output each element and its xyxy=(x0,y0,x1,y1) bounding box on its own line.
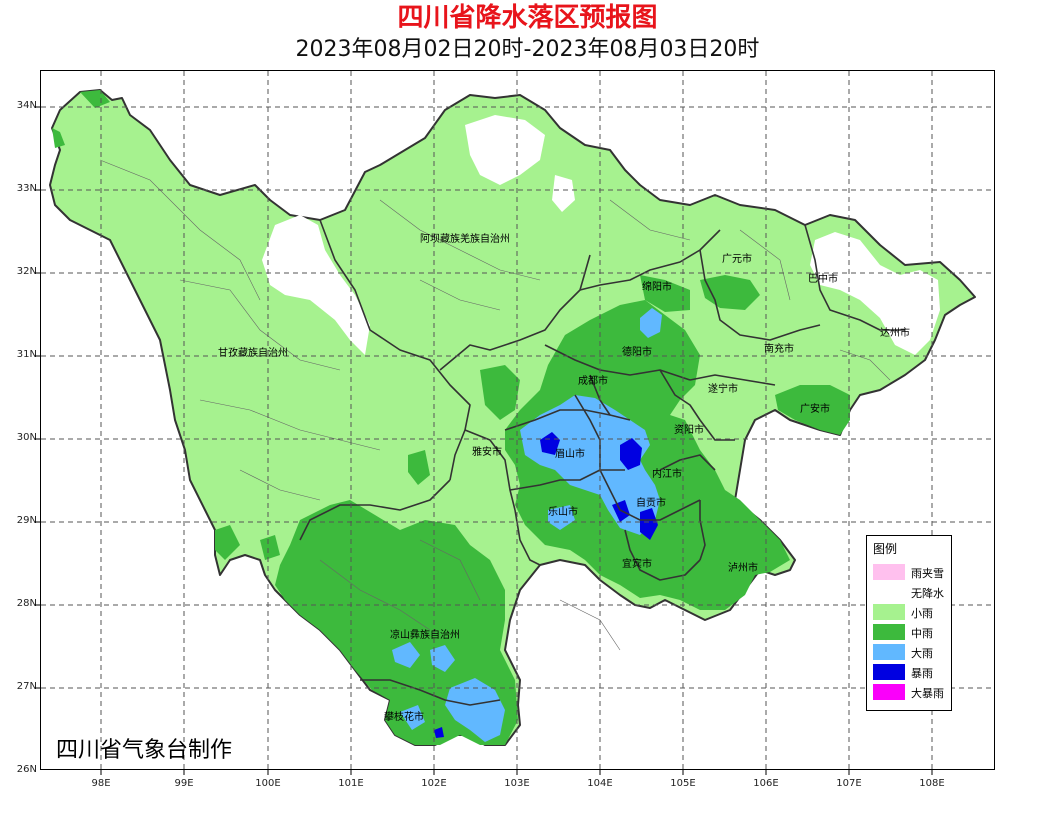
legend-swatch-rainstorm xyxy=(873,664,905,680)
label-bazhong: 巴中市 xyxy=(808,272,838,285)
legend-item-no-rain: 无降水 xyxy=(873,584,953,600)
moderate-rain-areas xyxy=(52,90,850,745)
label-dazhou: 达州市 xyxy=(880,326,910,339)
legend: 图例 雨夹雪 无降水 小雨 中雨 大雨 暴雨 大暴雨 xyxy=(866,535,952,711)
legend-label-heavy-rain: 大雨 xyxy=(911,647,933,660)
label-deyang: 德阳市 xyxy=(622,345,652,358)
no-rain-patches xyxy=(262,115,940,355)
lon-tick-107e: 107E xyxy=(836,778,862,789)
lon-tick-108e: 108E xyxy=(919,778,945,789)
legend-label-rainstorm: 暴雨 xyxy=(911,667,933,680)
lon-tick-99e: 99E xyxy=(174,778,194,789)
legend-label-no-rain: 无降水 xyxy=(911,587,944,600)
legend-item-heavy-rain: 大雨 xyxy=(873,644,953,660)
label-zigong: 自贡市 xyxy=(636,496,666,509)
producer-credit: 四川省气象台制作 xyxy=(56,738,233,763)
label-liangshan: 凉山彝族自治州 xyxy=(390,628,460,641)
lon-tick-100e: 100E xyxy=(255,778,281,789)
lat-tick-34n: 34N xyxy=(16,100,37,111)
legend-item-torrential-rain: 大暴雨 xyxy=(873,684,953,700)
label-yaan: 雅安市 xyxy=(472,445,502,458)
lat-tick-27n: 27N xyxy=(16,681,37,692)
legend-item-light-rain: 小雨 xyxy=(873,604,953,620)
legend-swatch-moderate-rain xyxy=(873,624,905,640)
lon-tick-101e: 101E xyxy=(338,778,364,789)
rainstorm-areas xyxy=(434,432,658,738)
label-ziyang: 资阳市 xyxy=(674,423,704,436)
legend-item-sleet: 雨夹雪 xyxy=(873,564,953,580)
lon-tick-104e: 104E xyxy=(587,778,613,789)
map-title: 四川省降水落区预报图 xyxy=(397,3,658,33)
label-leshan: 乐山市 xyxy=(548,505,578,518)
lat-tick-30n: 30N xyxy=(16,432,37,443)
legend-swatch-light-rain xyxy=(873,604,905,620)
axis-ticks xyxy=(35,106,933,775)
legend-title: 图例 xyxy=(873,542,898,556)
lat-tick-33n: 33N xyxy=(16,183,37,194)
label-suining: 遂宁市 xyxy=(708,382,738,395)
label-mianyang: 绵阳市 xyxy=(642,280,672,293)
legend-label-torrential-rain: 大暴雨 xyxy=(911,687,944,700)
label-aba: 阿坝藏族羌族自治州 xyxy=(420,232,510,245)
label-meishan: 眉山市 xyxy=(555,447,585,460)
legend-swatch-sleet xyxy=(873,564,905,580)
legend-item-moderate-rain: 中雨 xyxy=(873,624,953,640)
lon-tick-106e: 106E xyxy=(753,778,779,789)
lat-tick-32n: 32N xyxy=(16,266,37,277)
lat-tick-26n: 26N xyxy=(16,764,37,775)
legend-swatch-heavy-rain xyxy=(873,644,905,660)
lat-tick-28n: 28N xyxy=(16,598,37,609)
lon-tick-98e: 98E xyxy=(91,778,111,789)
lat-tick-29n: 29N xyxy=(16,515,37,526)
legend-label-sleet: 雨夹雪 xyxy=(911,567,944,580)
legend-label-light-rain: 小雨 xyxy=(911,607,933,620)
label-yibin: 宜宾市 xyxy=(622,557,652,570)
lon-tick-103e: 103E xyxy=(504,778,530,789)
label-chengdu: 成都市 xyxy=(578,374,608,387)
region-labels: 阿坝藏族羌族自治州 甘孜藏族自治州 广元市 巴中市 绵阳市 达州市 德阳市 南充… xyxy=(218,232,910,723)
label-guangan: 广安市 xyxy=(800,402,830,415)
label-neijiang: 内江市 xyxy=(652,467,682,480)
label-nanchong: 南充市 xyxy=(764,342,794,355)
label-panzhihua: 攀枝花市 xyxy=(384,710,424,723)
lat-tick-31n: 31N xyxy=(16,349,37,360)
legend-item-rainstorm: 暴雨 xyxy=(873,664,953,680)
lon-tick-105e: 105E xyxy=(670,778,696,789)
prefecture-boundaries xyxy=(299,219,905,706)
label-guangyuan: 广元市 xyxy=(722,252,752,265)
graticule xyxy=(41,71,994,769)
lon-tick-102e: 102E xyxy=(421,778,447,789)
forecast-period: 2023年08月02日20时-2023年08月03日20时 xyxy=(295,37,760,62)
legend-label-moderate-rain: 中雨 xyxy=(911,627,933,640)
label-ganzi: 甘孜藏族自治州 xyxy=(218,346,288,359)
label-luzhou: 泸州市 xyxy=(728,561,758,574)
legend-swatch-torrential-rain xyxy=(873,684,905,700)
legend-swatch-no-rain xyxy=(873,584,905,600)
